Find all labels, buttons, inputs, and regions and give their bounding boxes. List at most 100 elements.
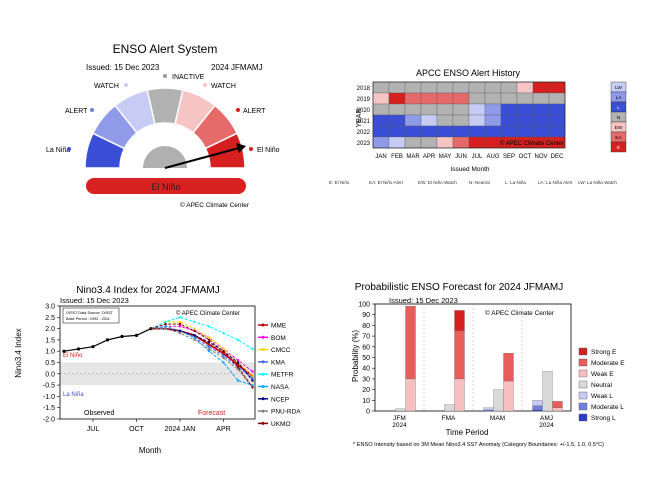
gauge-label-dots bbox=[67, 74, 253, 151]
prob-ytick-label: 100 bbox=[358, 302, 370, 309]
nino-ytick-label: -1.5 bbox=[43, 405, 55, 412]
prob-issued: Issued: 15 Dec 2023 bbox=[389, 296, 458, 305]
nino-model-point bbox=[164, 327, 167, 330]
prob-legend: Strong E Moderate E Weak E Neutral Weak L Mod… bbox=[578, 347, 625, 422]
nino-observed-label: Observed bbox=[84, 410, 114, 417]
nino-ytick-label: 2.5 bbox=[45, 315, 55, 322]
nino-ytick-label: 3.0 bbox=[45, 304, 55, 311]
gauge-labels: INACTIVE WATCH WATCH ALERT ALERT La Niña… bbox=[46, 74, 280, 154]
prob-legend-swatch bbox=[578, 358, 588, 367]
prob-bar-segment bbox=[395, 408, 406, 412]
history-cell bbox=[532, 103, 550, 116]
nino-model-line-kma bbox=[151, 328, 253, 379]
history-cell bbox=[548, 114, 566, 127]
prob-legend-swatch bbox=[578, 402, 588, 411]
history-cell bbox=[436, 103, 454, 116]
history-cell bbox=[500, 92, 518, 105]
history-cell bbox=[388, 103, 406, 116]
prob-bar-segment bbox=[542, 371, 553, 412]
nino-issued: Issued: 15 Dec 2023 bbox=[60, 296, 129, 305]
history-heatmap bbox=[372, 81, 566, 149]
nino-plot-area: 3.0 2.5 2.0 1.5 1.0 0.5 0.0 -0.5 -1.0 -1.5 -2.0 JUL… bbox=[43, 304, 301, 434]
history-cell bbox=[436, 92, 454, 105]
prob-bar-segment bbox=[532, 409, 543, 412]
history-bottom-legend: E: El Niño EA: El Niño Alert EW: El Niño W… bbox=[329, 180, 617, 185]
prob-group-year: 2024 bbox=[539, 422, 554, 429]
history-cell bbox=[484, 125, 502, 138]
nino-xtick-label: OCT bbox=[129, 426, 145, 433]
history-cell bbox=[372, 136, 390, 149]
nino-model-point bbox=[193, 336, 196, 339]
dot-watch-right bbox=[203, 83, 207, 87]
history-month-label: AUG bbox=[486, 154, 499, 160]
gauge-status-bar bbox=[86, 178, 246, 194]
prob-legend-label: Strong E bbox=[591, 349, 617, 356]
nino-observed-point bbox=[76, 347, 81, 351]
prob-ytick-label: 0 bbox=[366, 409, 370, 416]
prob-bar-segment bbox=[552, 407, 563, 412]
nino-model-point bbox=[251, 370, 254, 373]
history-cell bbox=[468, 81, 486, 94]
gauge-segments bbox=[84, 87, 246, 169]
nino-legend-label: NASA bbox=[271, 384, 289, 391]
nino-model-line-cmcc bbox=[150, 321, 253, 377]
history-month-label: APR bbox=[423, 154, 436, 160]
nino-observed-point bbox=[105, 338, 110, 342]
nino-model-point bbox=[236, 361, 240, 364]
prob-legend-label: Moderate L bbox=[591, 404, 624, 411]
history-cell bbox=[452, 125, 470, 138]
nino-observed-point bbox=[134, 333, 139, 337]
history-cell bbox=[484, 136, 502, 149]
nino-model-point bbox=[164, 322, 167, 326]
nino-observed-point bbox=[62, 349, 66, 353]
prob-ytick-label: 90 bbox=[362, 312, 370, 319]
history-cell bbox=[404, 81, 422, 94]
gauge-segment-6 bbox=[204, 132, 246, 169]
gauge-issued: Issued: 15 Dec 2023 bbox=[86, 63, 160, 72]
dot-el-nino bbox=[249, 147, 253, 151]
nino-model-point bbox=[236, 363, 240, 366]
history-cell bbox=[404, 114, 422, 127]
history-cell bbox=[372, 114, 390, 127]
prob-group-year: 2024 bbox=[392, 422, 407, 429]
nino-ytick-label: -0.5 bbox=[43, 383, 55, 390]
history-cell bbox=[420, 136, 438, 149]
nino-legend-label: MME bbox=[271, 323, 287, 330]
history-cell bbox=[484, 114, 502, 127]
history-legend-code: E bbox=[617, 145, 620, 151]
dot-watch-left bbox=[124, 83, 128, 87]
history-cell bbox=[404, 125, 422, 138]
history-month-label: MAR bbox=[406, 154, 420, 160]
history-cell bbox=[500, 125, 518, 138]
history-month-label: NOV bbox=[534, 154, 547, 160]
gauge-needle bbox=[164, 143, 246, 169]
nino-legend-marker bbox=[261, 372, 265, 376]
nino-observed-point bbox=[120, 334, 124, 339]
nino-legend-marker bbox=[261, 360, 265, 364]
nino-xtick-label: 2024 JAN bbox=[165, 426, 196, 433]
nino-info-line1: OISST Data Source: OISST bbox=[66, 311, 114, 315]
nino-footer: © APEC Climate Center bbox=[176, 310, 240, 317]
history-year-label: 2019 bbox=[357, 97, 371, 103]
history-legend-code: EW bbox=[615, 125, 623, 131]
history-legend-code: LW bbox=[615, 85, 622, 91]
history-year-label: 2023 bbox=[357, 141, 371, 147]
history-cell bbox=[516, 81, 534, 94]
nino-model-point bbox=[236, 365, 240, 369]
nino-model-point bbox=[207, 338, 211, 342]
history-cell bbox=[484, 81, 502, 94]
history-cell bbox=[420, 114, 438, 127]
nino-model-point bbox=[178, 331, 182, 335]
nino34-plume-panel: Nino3.4 Index for 2024 JFMAMJ Issued: 15… bbox=[14, 285, 301, 455]
prob-group-label: JFM bbox=[393, 415, 406, 422]
history-legend-text: L: La Niña bbox=[505, 180, 526, 185]
history-footer: © APEC Climate Center bbox=[500, 140, 564, 147]
history-cell bbox=[420, 103, 438, 116]
history-legend-code: N bbox=[617, 115, 621, 121]
gauge-label-watch-right: WATCH bbox=[211, 83, 236, 90]
prob-legend-swatch bbox=[578, 380, 588, 389]
prob-bar-segment bbox=[532, 400, 543, 406]
history-month-label: JUL bbox=[472, 154, 483, 160]
prob-xlabel: Time Period bbox=[446, 428, 489, 437]
nino-model-point bbox=[222, 350, 225, 353]
